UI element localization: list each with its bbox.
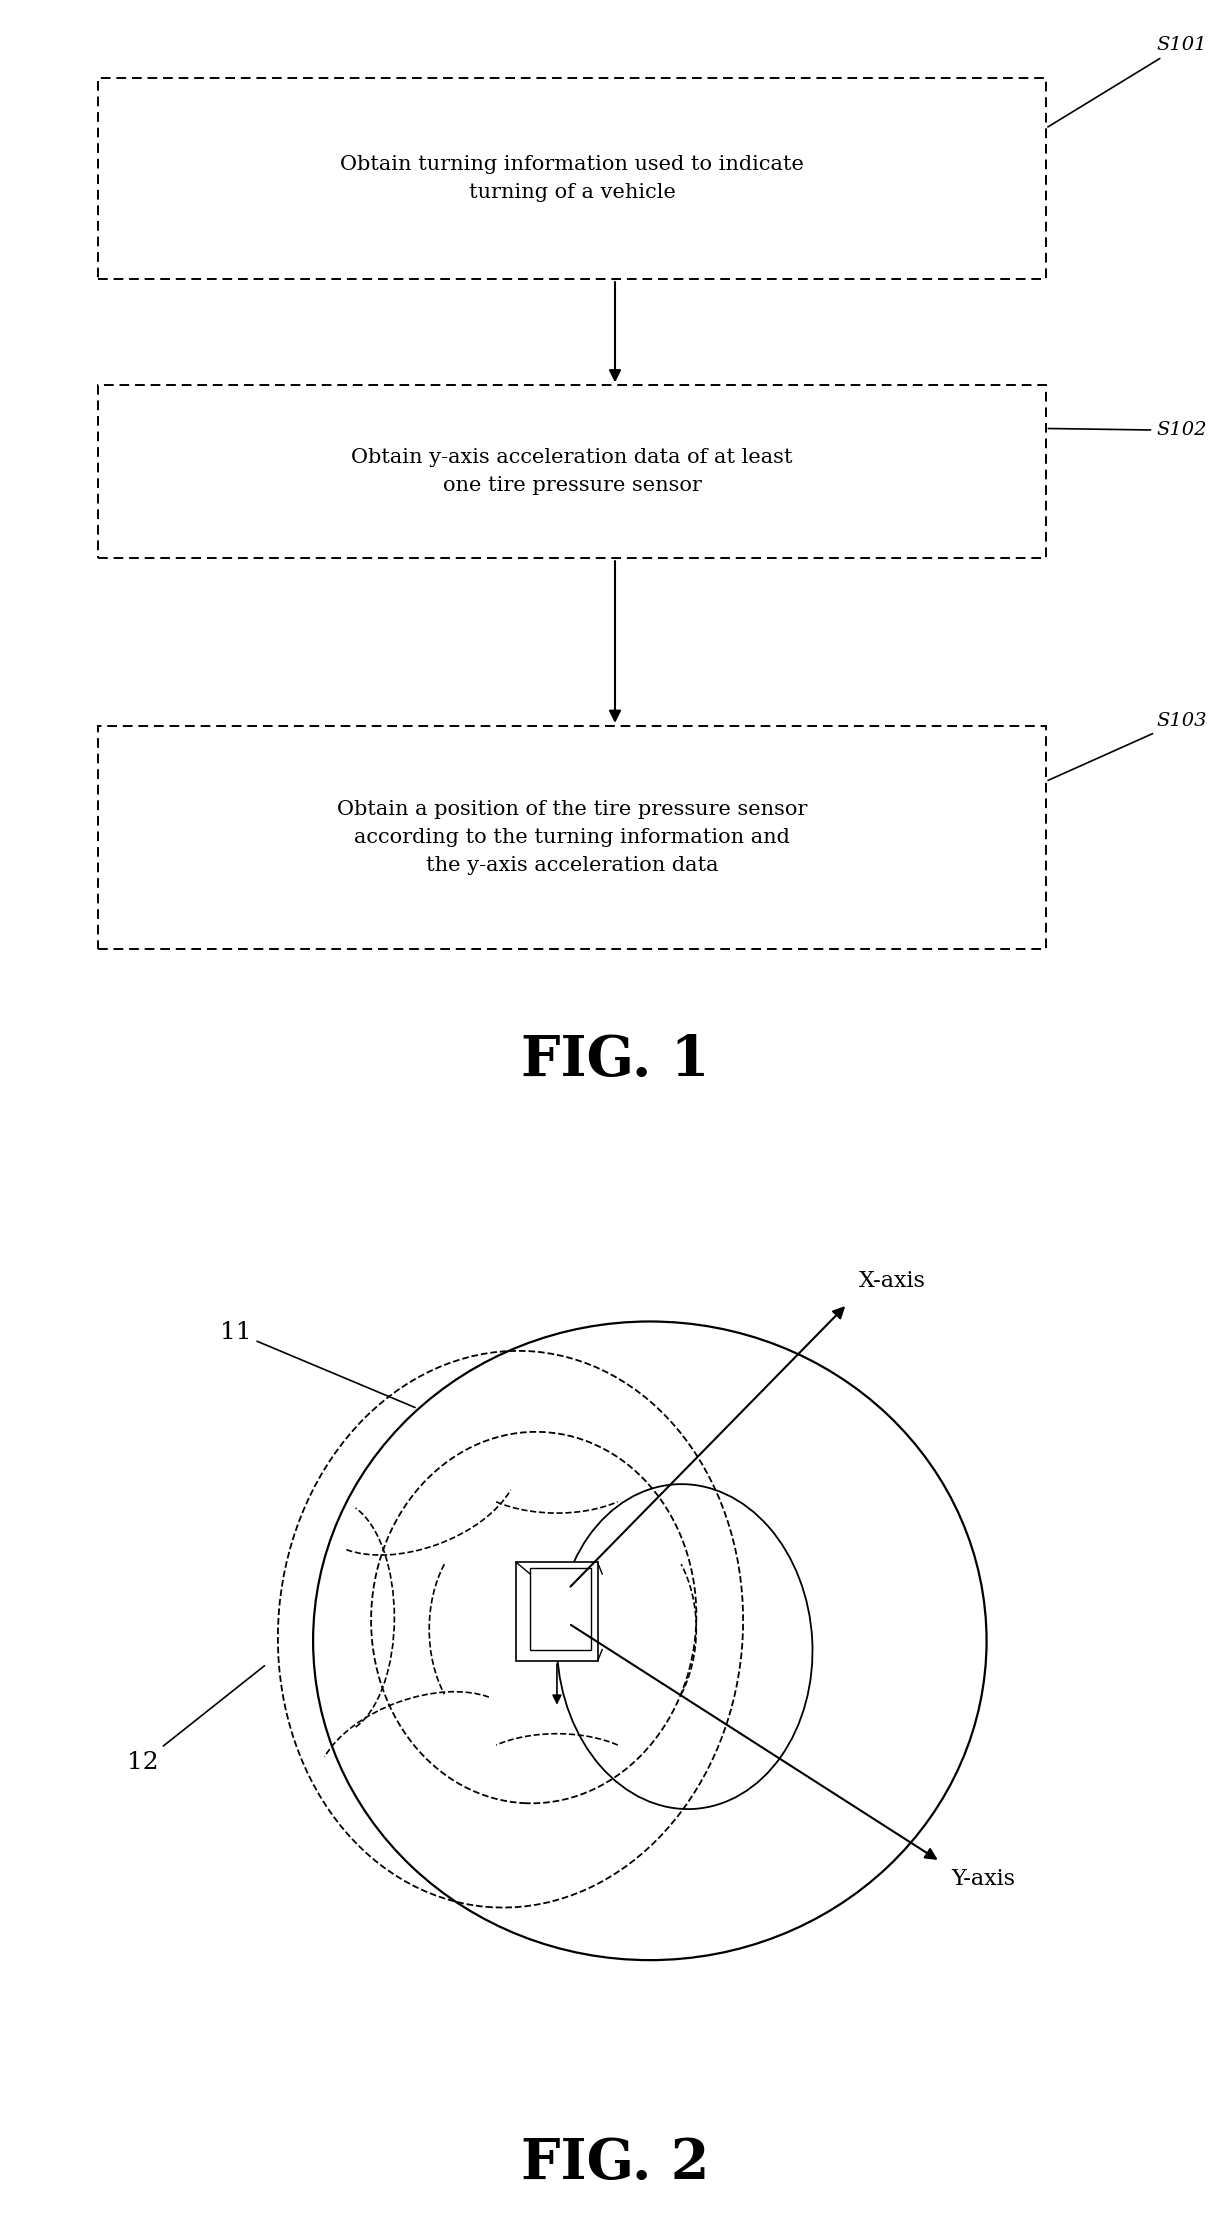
FancyBboxPatch shape	[98, 386, 1046, 558]
Text: Obtain a position of the tire pressure sensor
according to the turning informati: Obtain a position of the tire pressure s…	[337, 799, 807, 875]
Text: Y-axis: Y-axis	[952, 1867, 1016, 1889]
FancyBboxPatch shape	[98, 78, 1046, 279]
Text: 12: 12	[128, 1666, 264, 1773]
FancyBboxPatch shape	[98, 726, 1046, 949]
FancyBboxPatch shape	[530, 1568, 590, 1650]
Text: 11: 11	[220, 1322, 415, 1407]
Text: S103: S103	[1048, 712, 1207, 779]
Text: X-axis: X-axis	[859, 1271, 926, 1293]
Text: FIG. 2: FIG. 2	[520, 2135, 710, 2191]
Text: Obtain y-axis acceleration data of at least
one tire pressure sensor: Obtain y-axis acceleration data of at le…	[352, 449, 792, 496]
Text: S101: S101	[1048, 36, 1207, 127]
FancyBboxPatch shape	[517, 1563, 598, 1661]
Text: S102: S102	[1048, 422, 1207, 440]
Text: Obtain turning information used to indicate
turning of a vehicle: Obtain turning information used to indic…	[339, 154, 804, 203]
Text: FIG. 1: FIG. 1	[520, 1034, 710, 1087]
